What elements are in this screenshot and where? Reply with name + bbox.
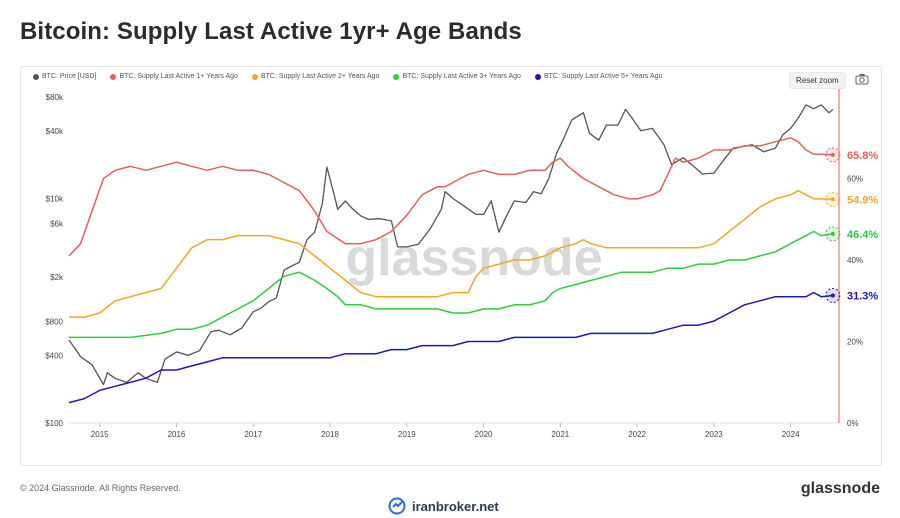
legend-label: BTC: Supply Last Active 1+ Years Ago	[119, 73, 238, 80]
broker-text: iranbroker.net	[412, 498, 499, 514]
series-end-dot-4	[830, 293, 835, 298]
legend-marker	[393, 73, 400, 80]
legend-item-3y[interactable]: BTC: Supply Last Active 3+ Years Ago	[393, 73, 521, 80]
legend-marker	[33, 73, 39, 80]
series-end-dot-1	[830, 152, 835, 157]
page-title: Bitcoin: Supply Last Active 1yr+ Age Ban…	[20, 18, 522, 45]
reset-zoom-button[interactable]: Reset zoom	[789, 72, 846, 89]
x-tick-label: 2020	[475, 430, 493, 439]
x-tick-label: 2016	[168, 430, 186, 439]
left-tick-label: $10k	[46, 194, 64, 203]
right-tick-label: 60%	[847, 175, 863, 184]
legend-item-price[interactable]: BTC: Price [USD]	[33, 73, 96, 80]
legend-label: BTC: Supply Last Active 2+ Years Ago	[260, 73, 380, 80]
series-end-dot-3	[830, 231, 835, 236]
series-end-dot-2	[830, 197, 835, 202]
x-tick-label: 2024	[782, 430, 800, 439]
legend-label: BTC: Price [USD]	[42, 73, 97, 80]
x-tick-label: 2017	[244, 430, 262, 439]
left-tick-label: $2k	[50, 273, 64, 282]
right-tick-label: 0%	[847, 419, 859, 428]
x-tick-label: 2023	[705, 430, 723, 439]
chart-plot: glassnode 2015 2016 2017 2018 2019 2020 2021 202…	[45, 89, 878, 439]
broker-logo-icon	[388, 497, 406, 515]
series-end-label-1: 65.8%	[847, 150, 878, 162]
x-tick-label: 2015	[91, 430, 109, 439]
right-tick-label: 40%	[847, 256, 863, 265]
footer-copyright: © 2024 Glassnode. All Rights Reserved.	[20, 483, 181, 493]
x-tick-label: 2021	[551, 430, 569, 439]
legend-label: BTC: Supply Last Active 3+ Years Ago	[402, 73, 521, 80]
chart-legend: BTC: Price [USD] BTC: Supply Last Active…	[33, 73, 662, 80]
legend-item-1y[interactable]: BTC: Supply Last Active 1+ Years Ago	[110, 73, 238, 80]
series-line-2	[69, 189, 833, 318]
series-line-3	[69, 230, 834, 339]
camera-icon[interactable]	[855, 73, 869, 85]
footer-brand-logo: glassnode	[800, 480, 880, 497]
legend-item-5y[interactable]: BTC: Supply Last Active 5+ Years Ago	[534, 73, 663, 80]
series-line-0	[68, 104, 834, 386]
right-tick-label: 20%	[847, 338, 863, 347]
series-line-4	[68, 291, 833, 404]
x-tick-label: 2022	[628, 430, 646, 439]
series-end-label-4: 31.3%	[847, 290, 878, 302]
left-tick-label: $6k	[50, 219, 64, 228]
x-tick-label: 2018	[321, 430, 339, 439]
left-tick-label: $800	[45, 318, 63, 327]
legend-marker	[534, 73, 541, 80]
left-tick-label: $40k	[46, 127, 64, 136]
chart-card: BTC: Price [USD] BTC: Supply Last Active…	[20, 66, 882, 466]
series-end-label-2: 54.9%	[847, 194, 878, 206]
left-tick-label: $100	[45, 419, 63, 428]
watermark: glassnode	[345, 229, 602, 287]
left-tick-label: $400	[45, 351, 63, 360]
left-tick-label: $80k	[46, 93, 64, 102]
series-end-label-3: 46.4%	[847, 229, 878, 241]
legend-marker	[110, 73, 117, 80]
legend-label: BTC: Supply Last Active 5+ Years Ago	[543, 73, 663, 80]
legend-marker	[251, 73, 258, 80]
legend-item-2y[interactable]: BTC: Supply Last Active 2+ Years Ago	[251, 73, 380, 80]
broker-badge[interactable]: iranbroker.net	[388, 497, 499, 515]
series-line-1	[68, 137, 833, 257]
x-tick-label: 2019	[398, 430, 416, 439]
